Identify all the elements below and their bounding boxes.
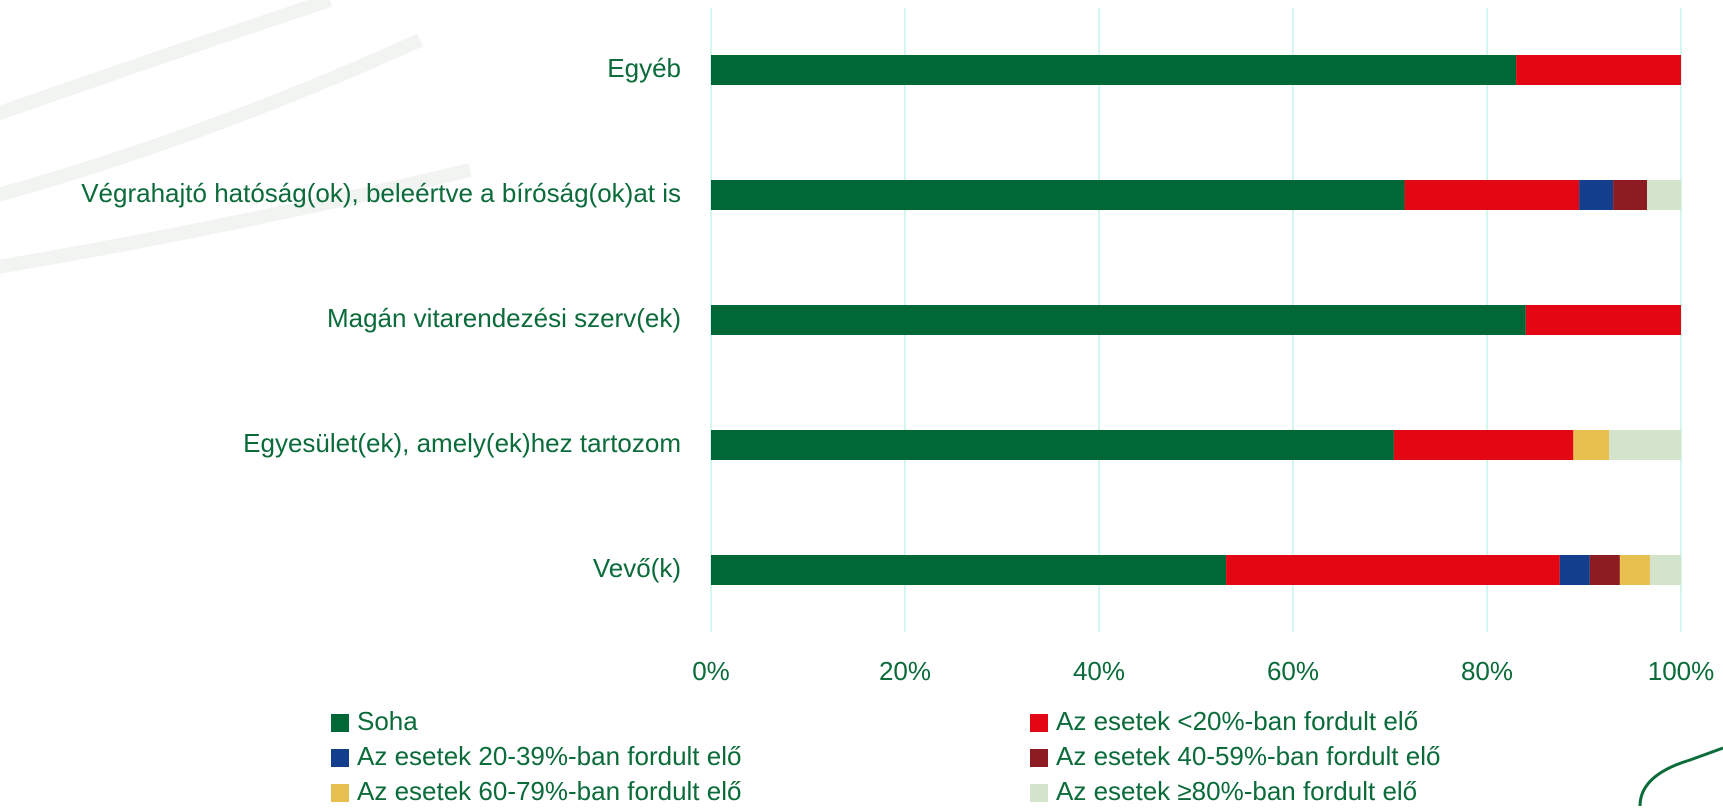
- legend-swatch: [331, 714, 349, 732]
- bar-segment: [711, 555, 1227, 585]
- bar-segment: [711, 430, 1394, 460]
- y-tick-label: Vevő(k): [593, 553, 681, 583]
- bar-segment: [1525, 305, 1681, 335]
- y-tick-label: Egyesület(ek), amely(ek)hez tartozom: [243, 428, 681, 458]
- legend-swatch: [331, 784, 349, 802]
- legend-swatch: [331, 749, 349, 767]
- bar-segment: [711, 305, 1526, 335]
- y-tick-label: Magán vitarendezési szerv(ek): [327, 303, 681, 333]
- x-tick-label: 100%: [1648, 656, 1715, 686]
- logo: [1638, 746, 1723, 807]
- x-tick-label: 80%: [1461, 656, 1513, 686]
- bar-segment: [1649, 555, 1681, 585]
- bar-segment: [1516, 55, 1681, 85]
- bar-segment: [1559, 555, 1590, 585]
- legend-label: Az esetek <20%-ban fordult elő: [1056, 706, 1418, 736]
- bar-segment: [1404, 180, 1580, 210]
- bar-segment: [1573, 430, 1610, 460]
- background-decoration: [0, 0, 472, 274]
- y-tick-label: Egyéb: [607, 53, 681, 83]
- legend-label: Az esetek 60-79%-ban fordult elő: [357, 776, 741, 806]
- legend-label: Az esetek 40-59%-ban fordult elő: [1056, 741, 1440, 771]
- x-tick-label: 60%: [1267, 656, 1319, 686]
- bar-segment: [1393, 430, 1574, 460]
- y-tick-label: Végrahajtó hatóság(ok), beleértve a bíró…: [81, 178, 681, 208]
- bar-segment: [1589, 555, 1620, 585]
- bar-segment: [711, 55, 1517, 85]
- bar-segment: [1609, 430, 1681, 460]
- legend-label: Az esetek 20-39%-ban fordult elő: [357, 741, 741, 771]
- legend-swatch: [1030, 749, 1048, 767]
- legend-swatch: [1030, 714, 1048, 732]
- x-tick-label: 20%: [879, 656, 931, 686]
- x-tick-label: 0%: [692, 656, 730, 686]
- bar-segment: [711, 180, 1405, 210]
- legend-label: Az esetek ≥80%-ban fordult elő: [1056, 776, 1417, 806]
- bar-segment: [1613, 180, 1648, 210]
- legend-swatch: [1030, 784, 1048, 802]
- legend-label: Soha: [357, 706, 418, 736]
- bar-segment: [1647, 180, 1681, 210]
- x-tick-label: 40%: [1073, 656, 1125, 686]
- bar-segment: [1226, 555, 1560, 585]
- bar-segment: [1579, 180, 1614, 210]
- bar-segment: [1619, 555, 1650, 585]
